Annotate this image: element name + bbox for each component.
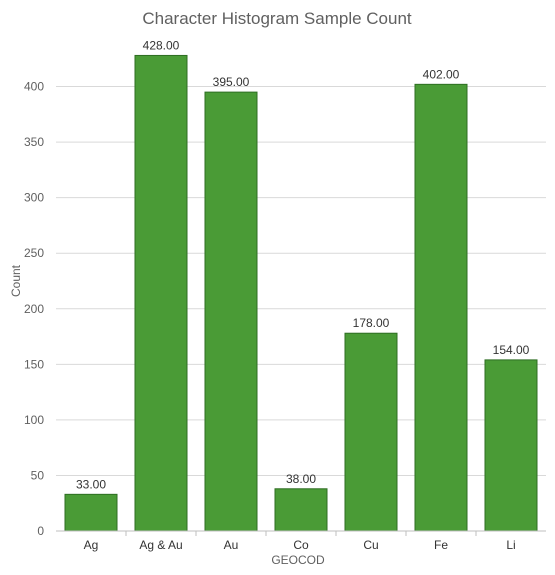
x-axis-label: GEOCOD [271, 553, 325, 567]
y-tick-label: 50 [31, 468, 45, 482]
y-tick-label: 150 [24, 357, 44, 371]
data-label: 395.00 [213, 75, 250, 89]
data-label: 178.00 [353, 316, 390, 330]
data-label: 154.00 [493, 343, 530, 357]
y-tick-label: 300 [24, 191, 44, 205]
bar-au [204, 91, 258, 532]
y-tick-label: 0 [37, 524, 44, 538]
y-tick-label: 250 [24, 246, 44, 260]
x-tick-label: Li [506, 538, 515, 552]
y-axis-ticks: 0 50 100 150 200 250 300 350 400 [24, 80, 44, 538]
bar-co [274, 488, 328, 532]
y-axis-label: Count [9, 264, 23, 297]
x-tick-label: Co [293, 538, 309, 552]
data-label: 402.00 [423, 67, 460, 81]
x-tick-label: Ag [84, 538, 99, 552]
y-tick-label: 200 [24, 302, 44, 316]
x-tick-label: Ag & Au [139, 538, 182, 552]
bar-ag [64, 493, 118, 532]
gridlines [56, 86, 546, 476]
y-tick-label: 100 [24, 413, 44, 427]
chart-title: Character Histogram Sample Count [142, 9, 412, 28]
bar-ag-au [134, 54, 188, 532]
data-label: 38.00 [286, 472, 316, 486]
data-label: 33.00 [76, 477, 106, 491]
bar-cu [344, 332, 398, 532]
x-axis-ticks: Ag Ag & Au Au Co Cu Fe Li [84, 531, 516, 552]
y-tick-label: 400 [24, 80, 44, 94]
bar-fe [414, 83, 468, 532]
x-tick-label: Fe [434, 538, 448, 552]
x-tick-label: Cu [363, 538, 378, 552]
x-tick-label: Au [224, 538, 239, 552]
bar-li [484, 359, 538, 532]
bars [64, 54, 538, 532]
data-labels: 33.00 428.00 395.00 38.00 178.00 402.00 154.00 [76, 38, 530, 491]
data-label: 428.00 [143, 38, 180, 52]
y-tick-label: 350 [24, 135, 44, 149]
